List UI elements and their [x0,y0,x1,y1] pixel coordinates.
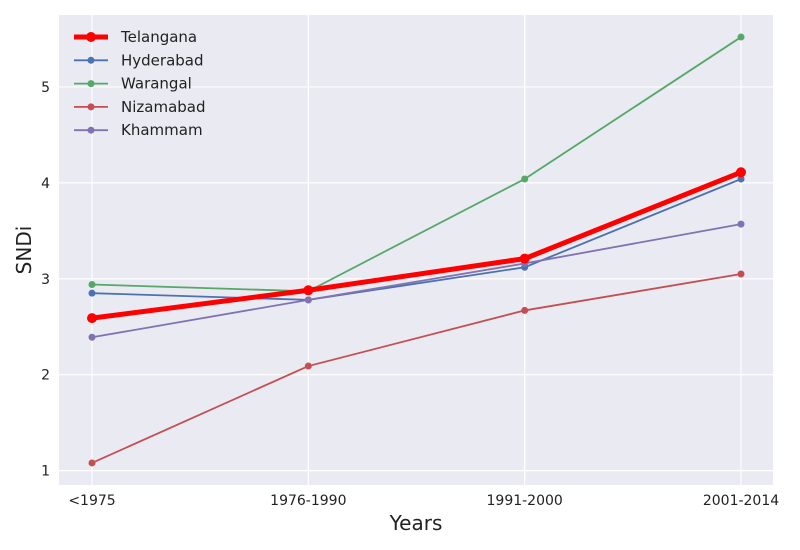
y-tick-label: 1 [41,464,50,480]
legend-marker [87,56,95,64]
data-point [737,270,745,278]
legend-item-telangana: Telangana [74,28,197,46]
series-telangana [87,167,746,324]
data-point [87,313,97,324]
legend-marker [86,32,96,42]
series-line [91,178,742,301]
data-point [303,285,314,296]
legend-label: Khammam [121,121,203,139]
legend-item-khammam: Khammam [74,121,203,139]
data-point [304,296,312,304]
data-point [88,281,96,289]
legend-marker [87,126,95,134]
grid [59,15,773,485]
series-line [91,273,742,464]
legend-label: Nizamabad [121,98,206,116]
y-axis-title: SNDi [12,226,36,275]
x-axis-title: Years [389,511,443,535]
data-point [736,167,746,178]
tick-labels: <1975 1976-1990 1991-2000 2001-2014 1 2 3 4 5 [41,80,779,509]
data-point [88,333,96,341]
series-line [89,169,744,321]
series-line [91,36,742,293]
y-tick-label: 4 [41,176,50,192]
legend-marker [87,80,95,88]
legend-marker [87,103,95,111]
legend: Telangana Hyderabad Warangal Nizamabad Khamm… [74,28,206,139]
series-nizamabad [88,270,745,467]
data-point [88,289,96,297]
legend-label: Warangal [121,75,192,93]
y-tick-label: 5 [41,80,50,96]
series-hyderabad [88,175,745,304]
data-point [737,220,745,228]
x-tick-label: <1975 [68,493,115,509]
x-tick-label: 1976-1990 [270,493,346,509]
legend-label: Hyderabad [121,51,204,69]
data-point [521,175,529,183]
series-line [91,223,742,339]
legend-item-warangal: Warangal [74,75,192,93]
data-point [304,362,312,370]
legend-item-hyderabad: Hyderabad [74,51,204,69]
data-point [519,253,530,264]
data-point [521,306,529,314]
data-point [737,175,745,183]
legend-item-nizamabad: Nizamabad [74,98,206,116]
series-group [87,33,746,467]
data-point [88,459,96,467]
x-tick-label: 1991-2000 [487,493,563,509]
y-tick-label: 3 [41,272,50,288]
series-khammam [88,220,745,341]
data-point [737,33,745,41]
legend-label: Telangana [120,28,197,46]
y-tick-label: 2 [41,368,50,384]
x-tick-label: 2001-2014 [703,493,779,509]
